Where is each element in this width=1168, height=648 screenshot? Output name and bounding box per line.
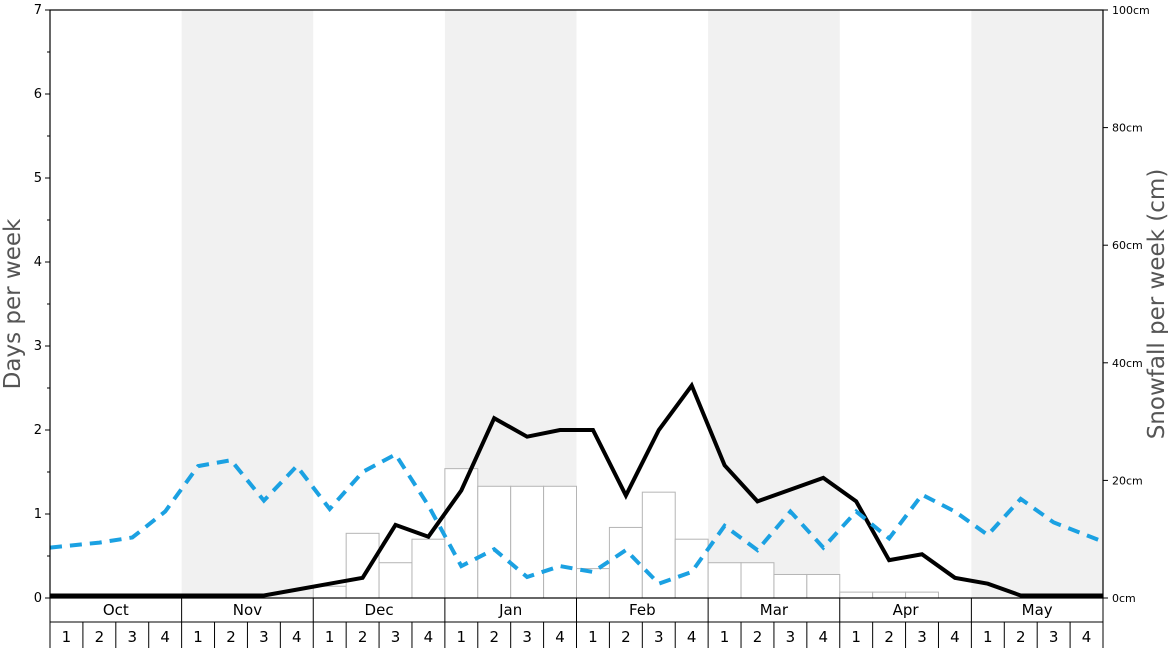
week-label: 1 <box>983 628 993 646</box>
week-label: 3 <box>654 628 664 646</box>
right-tick-label: 60cm <box>1112 239 1143 252</box>
week-label: 4 <box>424 628 434 646</box>
week-label: 3 <box>259 628 269 646</box>
week-label: 2 <box>358 628 368 646</box>
left-tick-label: 3 <box>34 339 42 354</box>
week-label: 1 <box>457 628 467 646</box>
week-label: 3 <box>522 628 532 646</box>
right-tick-label: 0cm <box>1112 592 1136 605</box>
week-label: 2 <box>1016 628 1026 646</box>
left-tick-label: 2 <box>34 423 42 438</box>
week-label: 1 <box>325 628 335 646</box>
band-mar <box>708 10 840 598</box>
week-label: 3 <box>917 628 927 646</box>
week-label: 1 <box>851 628 861 646</box>
left-tick-label: 6 <box>34 87 42 102</box>
snowfall-bar <box>477 485 512 599</box>
month-label: Dec <box>365 601 394 619</box>
month-label: Jan <box>498 601 522 619</box>
snowfall-bar <box>345 532 380 599</box>
week-label: 1 <box>588 628 598 646</box>
left-tick-label: 0 <box>34 591 42 606</box>
month-label: Apr <box>893 601 920 619</box>
right-tick-label: 20cm <box>1112 474 1143 487</box>
snowfall-bar <box>543 485 577 599</box>
snowfall-bar <box>378 562 413 599</box>
week-label: 1 <box>720 628 730 646</box>
left-tick-label: 1 <box>34 507 42 522</box>
month-label: Oct <box>103 601 129 619</box>
right-tick-label: 80cm <box>1112 122 1143 135</box>
left-axis: 0 1 2 3 4 5 6 7 <box>34 3 50 606</box>
snowfall-bar <box>872 591 907 599</box>
left-tick-label: 4 <box>34 255 42 270</box>
left-axis-label: Days per week <box>0 218 26 389</box>
snowfall-bar <box>806 573 841 599</box>
month-label: Feb <box>629 601 656 619</box>
right-axis: 0cm 20cm 40cm 60cm 80cm 100cm <box>1103 4 1150 605</box>
week-label: 2 <box>489 628 499 646</box>
week-label: 4 <box>555 628 565 646</box>
month-shading-bands <box>181 10 1103 598</box>
week-label: 3 <box>391 628 401 646</box>
week-label: 2 <box>226 628 236 646</box>
right-axis-label: Snowfall per week (cm) <box>1144 169 1168 440</box>
snowfall-bar <box>773 573 808 599</box>
right-tick-label: 100cm <box>1112 4 1150 17</box>
week-label: 1 <box>193 628 203 646</box>
week-label: 2 <box>753 628 763 646</box>
left-tick-label: 5 <box>34 171 42 186</box>
solid-line-series <box>50 381 1103 598</box>
data-lines <box>49 381 1104 598</box>
week-label: 3 <box>786 628 796 646</box>
month-label: May <box>1022 601 1053 619</box>
left-tick-label: 7 <box>34 3 42 18</box>
dashed-line-series <box>49 451 1104 587</box>
week-label: 4 <box>687 628 697 646</box>
week-label: 2 <box>621 628 631 646</box>
week-label: 4 <box>950 628 960 646</box>
week-label: 1 <box>62 628 72 646</box>
snowfall-bar <box>510 485 545 599</box>
month-row: Oct Nov Dec Jan Feb Mar Apr May <box>49 598 1104 623</box>
month-label: Mar <box>760 601 789 619</box>
band-may <box>971 10 1103 598</box>
snowfall-bars <box>312 468 939 599</box>
week-label: 3 <box>1049 628 1059 646</box>
snowfall-bar <box>576 568 610 599</box>
week-row: 1 2 3 4 1 2 3 4 1 2 3 4 1 2 3 4 1 2 3 4 1 2 3 4 1 2 3 4 1 2 3 4 <box>49 622 1104 648</box>
week-label: 2 <box>95 628 105 646</box>
week-label: 4 <box>160 628 170 646</box>
week-label: 4 <box>292 628 302 646</box>
snowfall-bar <box>674 538 709 599</box>
week-label: 4 <box>819 628 829 646</box>
snowfall-bar <box>707 562 742 599</box>
snowfall-bar <box>740 562 775 599</box>
week-label: 4 <box>1082 628 1092 646</box>
week-label: 2 <box>884 628 894 646</box>
band-nov <box>181 10 314 598</box>
right-tick-label: 40cm <box>1112 357 1143 370</box>
snowfall-bar <box>411 538 446 599</box>
snowfall-bar <box>312 585 347 599</box>
snowfall-bar <box>641 491 676 599</box>
week-label: 3 <box>127 628 137 646</box>
month-label: Nov <box>233 601 262 619</box>
snowfall-bar <box>839 591 874 599</box>
snowfall-bar <box>905 591 939 599</box>
